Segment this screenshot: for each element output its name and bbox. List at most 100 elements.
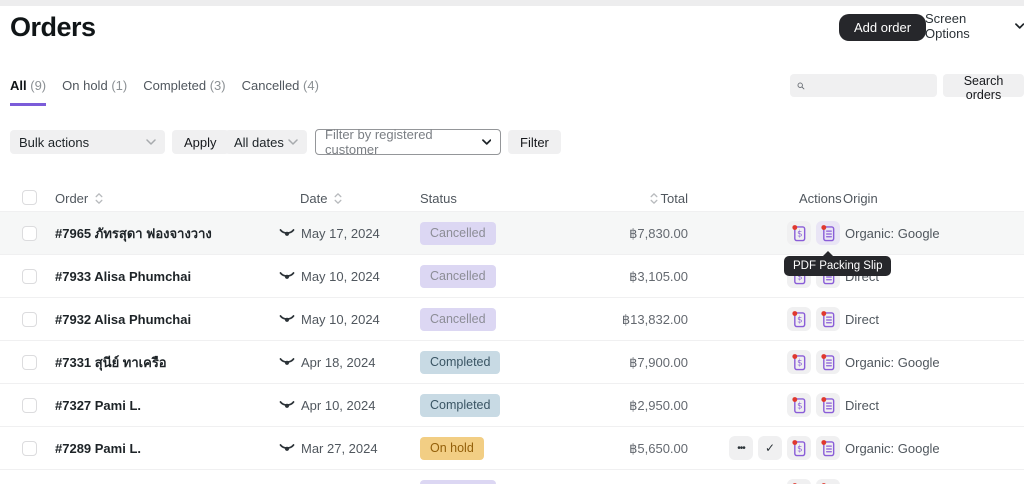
column-header-date[interactable]: Date (300, 185, 343, 212)
pdf-invoice-icon (792, 311, 807, 328)
pdf-invoice-button[interactable] (787, 221, 811, 245)
order-date: May 17, 2024 (301, 226, 380, 241)
status-badge: Cancelled (420, 222, 496, 245)
more-actions-button[interactable]: ••• (729, 436, 753, 460)
ellipsis-icon: ••• (737, 442, 745, 454)
row-checkbox[interactable] (22, 269, 37, 284)
chevron-down-icon (1015, 23, 1024, 29)
tab-label: All (10, 78, 27, 93)
bulk-actions-value: Bulk actions (19, 134, 90, 150)
pdf-invoice-button[interactable] (787, 393, 811, 417)
search-input[interactable] (810, 78, 930, 93)
pdf-invoice-icon (792, 225, 807, 242)
sort-icon[interactable] (649, 191, 659, 206)
pdf-invoice-button[interactable] (787, 307, 811, 331)
order-link[interactable]: #7331 สุนีย์ ทาเครือ (55, 355, 167, 370)
pdf-invoice-button[interactable] (787, 436, 811, 460)
pdf-packing-slip-button[interactable] (816, 350, 840, 374)
apply-button[interactable]: Apply (172, 130, 229, 154)
order-link[interactable]: #7289 Pami L. (55, 441, 141, 456)
pdf-packing-slip-button[interactable] (816, 479, 840, 484)
order-date: Mar 27, 2024 (301, 441, 378, 456)
column-header-total[interactable]: Total (540, 185, 688, 212)
tab-count: (9) (30, 78, 47, 93)
table-row: #7331 สุนีย์ ทาเครือ Apr 18, 2024 Comple… (0, 341, 1024, 384)
search-icon (797, 80, 805, 92)
bulk-actions-select[interactable]: Bulk actions (10, 130, 165, 154)
order-date: Apr 18, 2024 (301, 355, 376, 370)
tab-all[interactable]: All (9) (10, 78, 47, 106)
pdf-packing-slip-button[interactable] (816, 307, 840, 331)
sort-icon[interactable] (94, 191, 104, 206)
tab-label: Cancelled (241, 78, 300, 93)
check-icon: ✓ (764, 441, 776, 455)
filter-button[interactable]: Filter (508, 130, 561, 154)
pdf-packing-slip-icon (821, 311, 836, 328)
add-order-button[interactable]: Add order (839, 14, 927, 41)
status-tabs: All (9) On hold (1) Completed (3) Cancel… (10, 78, 319, 106)
order-total: ฿2,950.00 (629, 398, 688, 413)
table-row: #7965 ภัทรสุดา ฟองจางวาง May 17, 2024 Ca… (0, 212, 1024, 255)
order-total: ฿13,832.00 (621, 312, 688, 327)
row-checkbox[interactable] (22, 355, 37, 370)
column-header-actions: Actions (799, 191, 842, 206)
status-badge: Completed (420, 351, 501, 374)
pdf-invoice-button[interactable] (787, 350, 811, 374)
pdf-packing-slip-button[interactable] (816, 393, 840, 417)
status-badge: On hold (420, 437, 484, 460)
order-link[interactable]: #7933 Alisa Phumchai (55, 269, 192, 284)
preview-eye-icon[interactable] (278, 441, 296, 455)
chevron-down-icon (146, 139, 156, 145)
row-actions (715, 479, 840, 484)
order-link[interactable]: #7327 Pami L. (55, 398, 141, 413)
date-filter-select[interactable]: All dates (225, 130, 307, 154)
preview-eye-icon[interactable] (278, 226, 296, 240)
pdf-packing-slip-icon (821, 440, 836, 457)
complete-order-button[interactable]: ✓ (758, 436, 782, 460)
order-link[interactable]: #7932 Alisa Phumchai (55, 312, 192, 327)
select-all-checkbox[interactable] (22, 190, 37, 205)
order-date: May 10, 2024 (301, 269, 380, 284)
pdf-packing-slip-button[interactable] (816, 436, 840, 460)
chevron-down-icon (288, 139, 298, 145)
sort-icon[interactable] (333, 191, 343, 206)
filter-bar: Bulk actions Apply All dates Filter by r… (0, 127, 1024, 157)
order-origin: Organic: Google (845, 355, 940, 370)
search-orders-button[interactable]: Search orders (943, 74, 1024, 102)
pdf-invoice-icon (792, 440, 807, 457)
tab-completed[interactable]: Completed (3) (143, 78, 225, 106)
tab-count: (1) (111, 78, 128, 93)
row-checkbox[interactable] (22, 312, 37, 327)
tooltip-text: PDF Packing Slip (793, 260, 883, 272)
status-badge: Cancelled (420, 480, 496, 484)
preview-eye-icon[interactable] (278, 398, 296, 412)
table-row-partial: Cancelled (0, 470, 1024, 484)
chevron-down-icon (482, 139, 492, 145)
order-origin: Organic: Google (845, 226, 940, 241)
customer-filter-select[interactable]: Filter by registered customer (315, 127, 501, 157)
screen-options-label: Screen Options (925, 11, 970, 41)
pdf-packing-slip-button[interactable] (816, 221, 840, 245)
row-checkbox[interactable] (22, 441, 37, 456)
screen-options-toggle[interactable]: Screen Options (925, 11, 1024, 41)
tab-on-hold[interactable]: On hold (1) (62, 78, 127, 106)
row-actions (715, 393, 840, 417)
table-row: #7932 Alisa Phumchai May 10, 2024 Cancel… (0, 298, 1024, 341)
preview-eye-icon[interactable] (278, 355, 296, 369)
pdf-invoice-icon (792, 397, 807, 414)
order-origin: Direct (845, 312, 879, 327)
row-checkbox[interactable] (22, 226, 37, 241)
column-header-order[interactable]: Order (55, 185, 104, 212)
tab-cancelled[interactable]: Cancelled (4) (242, 78, 319, 106)
preview-eye-icon[interactable] (278, 312, 296, 326)
order-total: ฿7,830.00 (629, 226, 688, 241)
status-badge: Completed (420, 394, 501, 417)
column-header-status: Status (420, 191, 457, 206)
search-box (790, 74, 937, 97)
preview-eye-icon[interactable] (278, 269, 296, 283)
pdf-invoice-button[interactable] (787, 479, 811, 484)
row-checkbox[interactable] (22, 398, 37, 413)
order-link[interactable]: #7965 ภัทรสุดา ฟองจางวาง (55, 226, 212, 241)
top-strip (0, 0, 1024, 6)
